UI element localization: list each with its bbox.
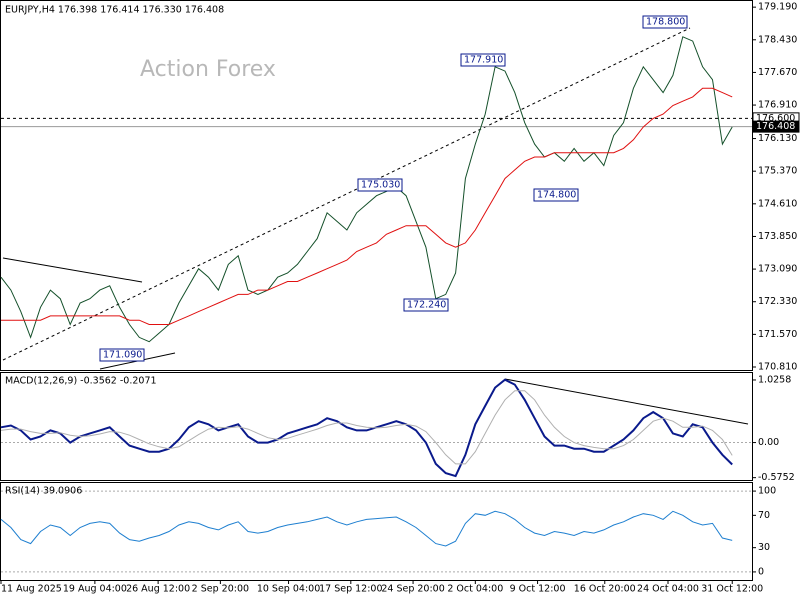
panel-title: EURJPY,H4 176.398 176.414 176.330 176.40…: [5, 5, 224, 16]
y-tick-label: 177.670: [758, 67, 797, 78]
resistance-line: [2, 257, 143, 283]
y-tick-label: 0: [758, 566, 764, 577]
price-label-box: [752, 120, 800, 133]
annotation: 171.090: [103, 350, 142, 361]
annotation-box: [642, 15, 688, 29]
annotation-box: [357, 178, 403, 192]
price-label: 176.408: [756, 121, 795, 132]
x-tick-label: 9 Oct 12:00: [510, 584, 566, 595]
y-tick-label: 172.330: [758, 296, 797, 307]
y-tick-label: 0.00: [758, 437, 779, 448]
x-tick-label: 17 Sep 12:00: [319, 584, 382, 595]
x-tick-label: 16 Oct 20:00: [574, 584, 636, 595]
annotation: 177.910: [464, 55, 503, 66]
x-tick-label: 26 Aug 12:00: [126, 584, 190, 595]
macd-trend-line: [504, 378, 749, 425]
y-tick-label: 173.090: [758, 264, 797, 275]
x-tick-label: 24 Oct 04:00: [637, 584, 699, 595]
y-tick-label: 179.190: [758, 2, 797, 13]
y-tick-label: 178.430: [758, 34, 797, 45]
y-tick-label: 176.910: [758, 100, 797, 111]
series-line: [0, 510, 733, 547]
x-tick-label: 10 Sep 04:00: [257, 584, 320, 595]
price-label: 176.600: [756, 113, 795, 124]
channel-line: [2, 27, 691, 361]
y-tick-label: 176.130: [758, 133, 797, 144]
annotation: 178.800: [646, 17, 685, 28]
y-tick-label: -0.5752: [758, 472, 795, 483]
trend-lines: [2, 27, 749, 425]
rsi-frame: [0, 482, 753, 581]
y-tick-label: 175.370: [758, 166, 797, 177]
y-tick-label: 174.610: [758, 198, 797, 209]
annotation: 172.240: [407, 300, 446, 311]
annotation: 174.800: [537, 190, 576, 201]
y-tick-label: 1.0258: [758, 374, 791, 385]
frames: [0, 0, 753, 581]
annotation: 175.030: [361, 180, 400, 191]
panel-title: RSI(14) 39.0906: [5, 486, 82, 497]
x-tick-label: 24 Sep 20:00: [381, 584, 444, 595]
x-tick-label: 2 Sep 20:00: [192, 584, 249, 595]
series-line: [0, 390, 733, 465]
main-frame: [0, 0, 753, 371]
x-tick-label: 19 Aug 04:00: [63, 584, 127, 595]
annotation-box: [460, 53, 506, 67]
y-tick-label: 173.850: [758, 231, 797, 242]
panel-title: MACD(12,26,9) -0.3562 -0.2071: [5, 376, 157, 387]
annotation-box: [533, 188, 579, 202]
annotation-box: [99, 348, 145, 362]
y-tick-label: 171.570: [758, 329, 797, 340]
x-tick-label: 2 Oct 04:00: [447, 584, 503, 595]
x-tick-label: 31 Oct 12:00: [701, 584, 763, 595]
x-tick-label: 11 Aug 2025: [1, 584, 62, 595]
y-tick-label: 100: [758, 486, 776, 497]
series-line: [1, 87, 733, 325]
series-line: [0, 378, 733, 478]
y-tick-label: 170.810: [758, 361, 797, 372]
macd-frame: [0, 372, 753, 481]
watermark: Action Forex: [140, 57, 276, 82]
y-tick-label: 30: [758, 542, 770, 553]
series-line: [0, 36, 733, 343]
annotation-box: [403, 298, 449, 312]
y-tick-label: 70: [758, 510, 770, 521]
